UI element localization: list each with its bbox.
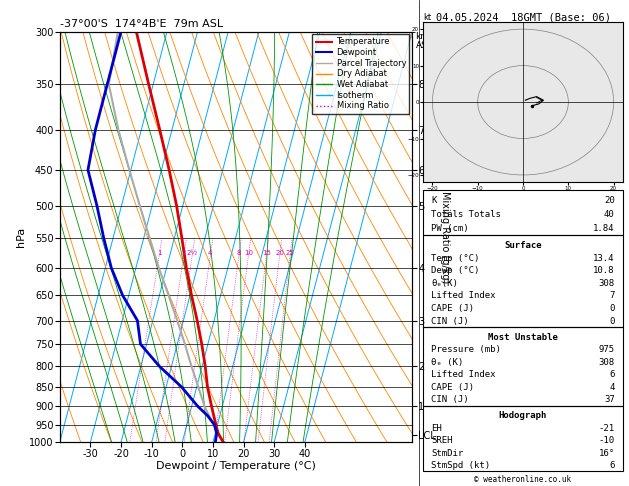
Text: StmDir: StmDir bbox=[431, 449, 464, 457]
Text: Most Unstable: Most Unstable bbox=[488, 333, 558, 342]
Text: θₑ(K): θₑ(K) bbox=[431, 279, 458, 288]
Text: 6: 6 bbox=[610, 461, 615, 470]
Text: -10: -10 bbox=[599, 436, 615, 445]
Y-axis label: hPa: hPa bbox=[16, 227, 26, 247]
Text: 4: 4 bbox=[208, 250, 213, 257]
Text: 4: 4 bbox=[610, 383, 615, 392]
Text: 13.4: 13.4 bbox=[593, 254, 615, 262]
Text: PW (cm): PW (cm) bbox=[431, 224, 469, 233]
Text: Lifted Index: Lifted Index bbox=[431, 370, 496, 379]
Text: K: K bbox=[431, 196, 437, 205]
Text: 0: 0 bbox=[610, 316, 615, 326]
Text: Lifted Index: Lifted Index bbox=[431, 292, 496, 300]
Text: 2: 2 bbox=[182, 250, 186, 257]
Text: SREH: SREH bbox=[431, 436, 453, 445]
Text: 15: 15 bbox=[262, 250, 270, 257]
Text: 308: 308 bbox=[599, 279, 615, 288]
Text: 2½: 2½ bbox=[186, 250, 198, 257]
Text: 10: 10 bbox=[244, 250, 253, 257]
Text: 04.05.2024  18GMT (Base: 06): 04.05.2024 18GMT (Base: 06) bbox=[435, 12, 611, 22]
Text: 16°: 16° bbox=[599, 449, 615, 457]
Text: 20: 20 bbox=[275, 250, 284, 257]
Text: CAPE (J): CAPE (J) bbox=[431, 383, 474, 392]
Text: 1.84: 1.84 bbox=[593, 224, 615, 233]
Legend: Temperature, Dewpoint, Parcel Trajectory, Dry Adiabat, Wet Adiabat, Isotherm, Mi: Temperature, Dewpoint, Parcel Trajectory… bbox=[313, 34, 409, 114]
Text: 1: 1 bbox=[157, 250, 161, 257]
Text: 37: 37 bbox=[604, 395, 615, 404]
Text: 8: 8 bbox=[237, 250, 241, 257]
Text: Temp (°C): Temp (°C) bbox=[431, 254, 480, 262]
Text: CIN (J): CIN (J) bbox=[431, 316, 469, 326]
Text: 6: 6 bbox=[610, 370, 615, 379]
Text: km
ASL: km ASL bbox=[416, 32, 432, 50]
Text: 20: 20 bbox=[604, 196, 615, 205]
Text: kt: kt bbox=[423, 13, 431, 22]
Text: Hodograph: Hodograph bbox=[499, 412, 547, 420]
Text: -37°00'S  174°4B'E  79m ASL: -37°00'S 174°4B'E 79m ASL bbox=[60, 19, 223, 30]
Y-axis label: Mixing Ratio (g/kg): Mixing Ratio (g/kg) bbox=[440, 191, 450, 283]
Text: -21: -21 bbox=[599, 424, 615, 433]
Text: CIN (J): CIN (J) bbox=[431, 395, 469, 404]
Text: 0: 0 bbox=[610, 304, 615, 313]
X-axis label: Dewpoint / Temperature (°C): Dewpoint / Temperature (°C) bbox=[156, 461, 316, 471]
Text: 975: 975 bbox=[599, 346, 615, 354]
Text: 308: 308 bbox=[599, 358, 615, 367]
Text: 10.8: 10.8 bbox=[593, 266, 615, 275]
Text: 40: 40 bbox=[604, 209, 615, 219]
Text: CAPE (J): CAPE (J) bbox=[431, 304, 474, 313]
Text: Surface: Surface bbox=[504, 241, 542, 250]
Text: Dewp (°C): Dewp (°C) bbox=[431, 266, 480, 275]
Text: Totals Totals: Totals Totals bbox=[431, 209, 501, 219]
Text: 25: 25 bbox=[286, 250, 294, 257]
Text: θₑ (K): θₑ (K) bbox=[431, 358, 464, 367]
Text: EH: EH bbox=[431, 424, 442, 433]
Text: Pressure (mb): Pressure (mb) bbox=[431, 346, 501, 354]
Text: 7: 7 bbox=[610, 292, 615, 300]
Text: © weatheronline.co.uk: © weatheronline.co.uk bbox=[474, 474, 572, 484]
Text: StmSpd (kt): StmSpd (kt) bbox=[431, 461, 491, 470]
